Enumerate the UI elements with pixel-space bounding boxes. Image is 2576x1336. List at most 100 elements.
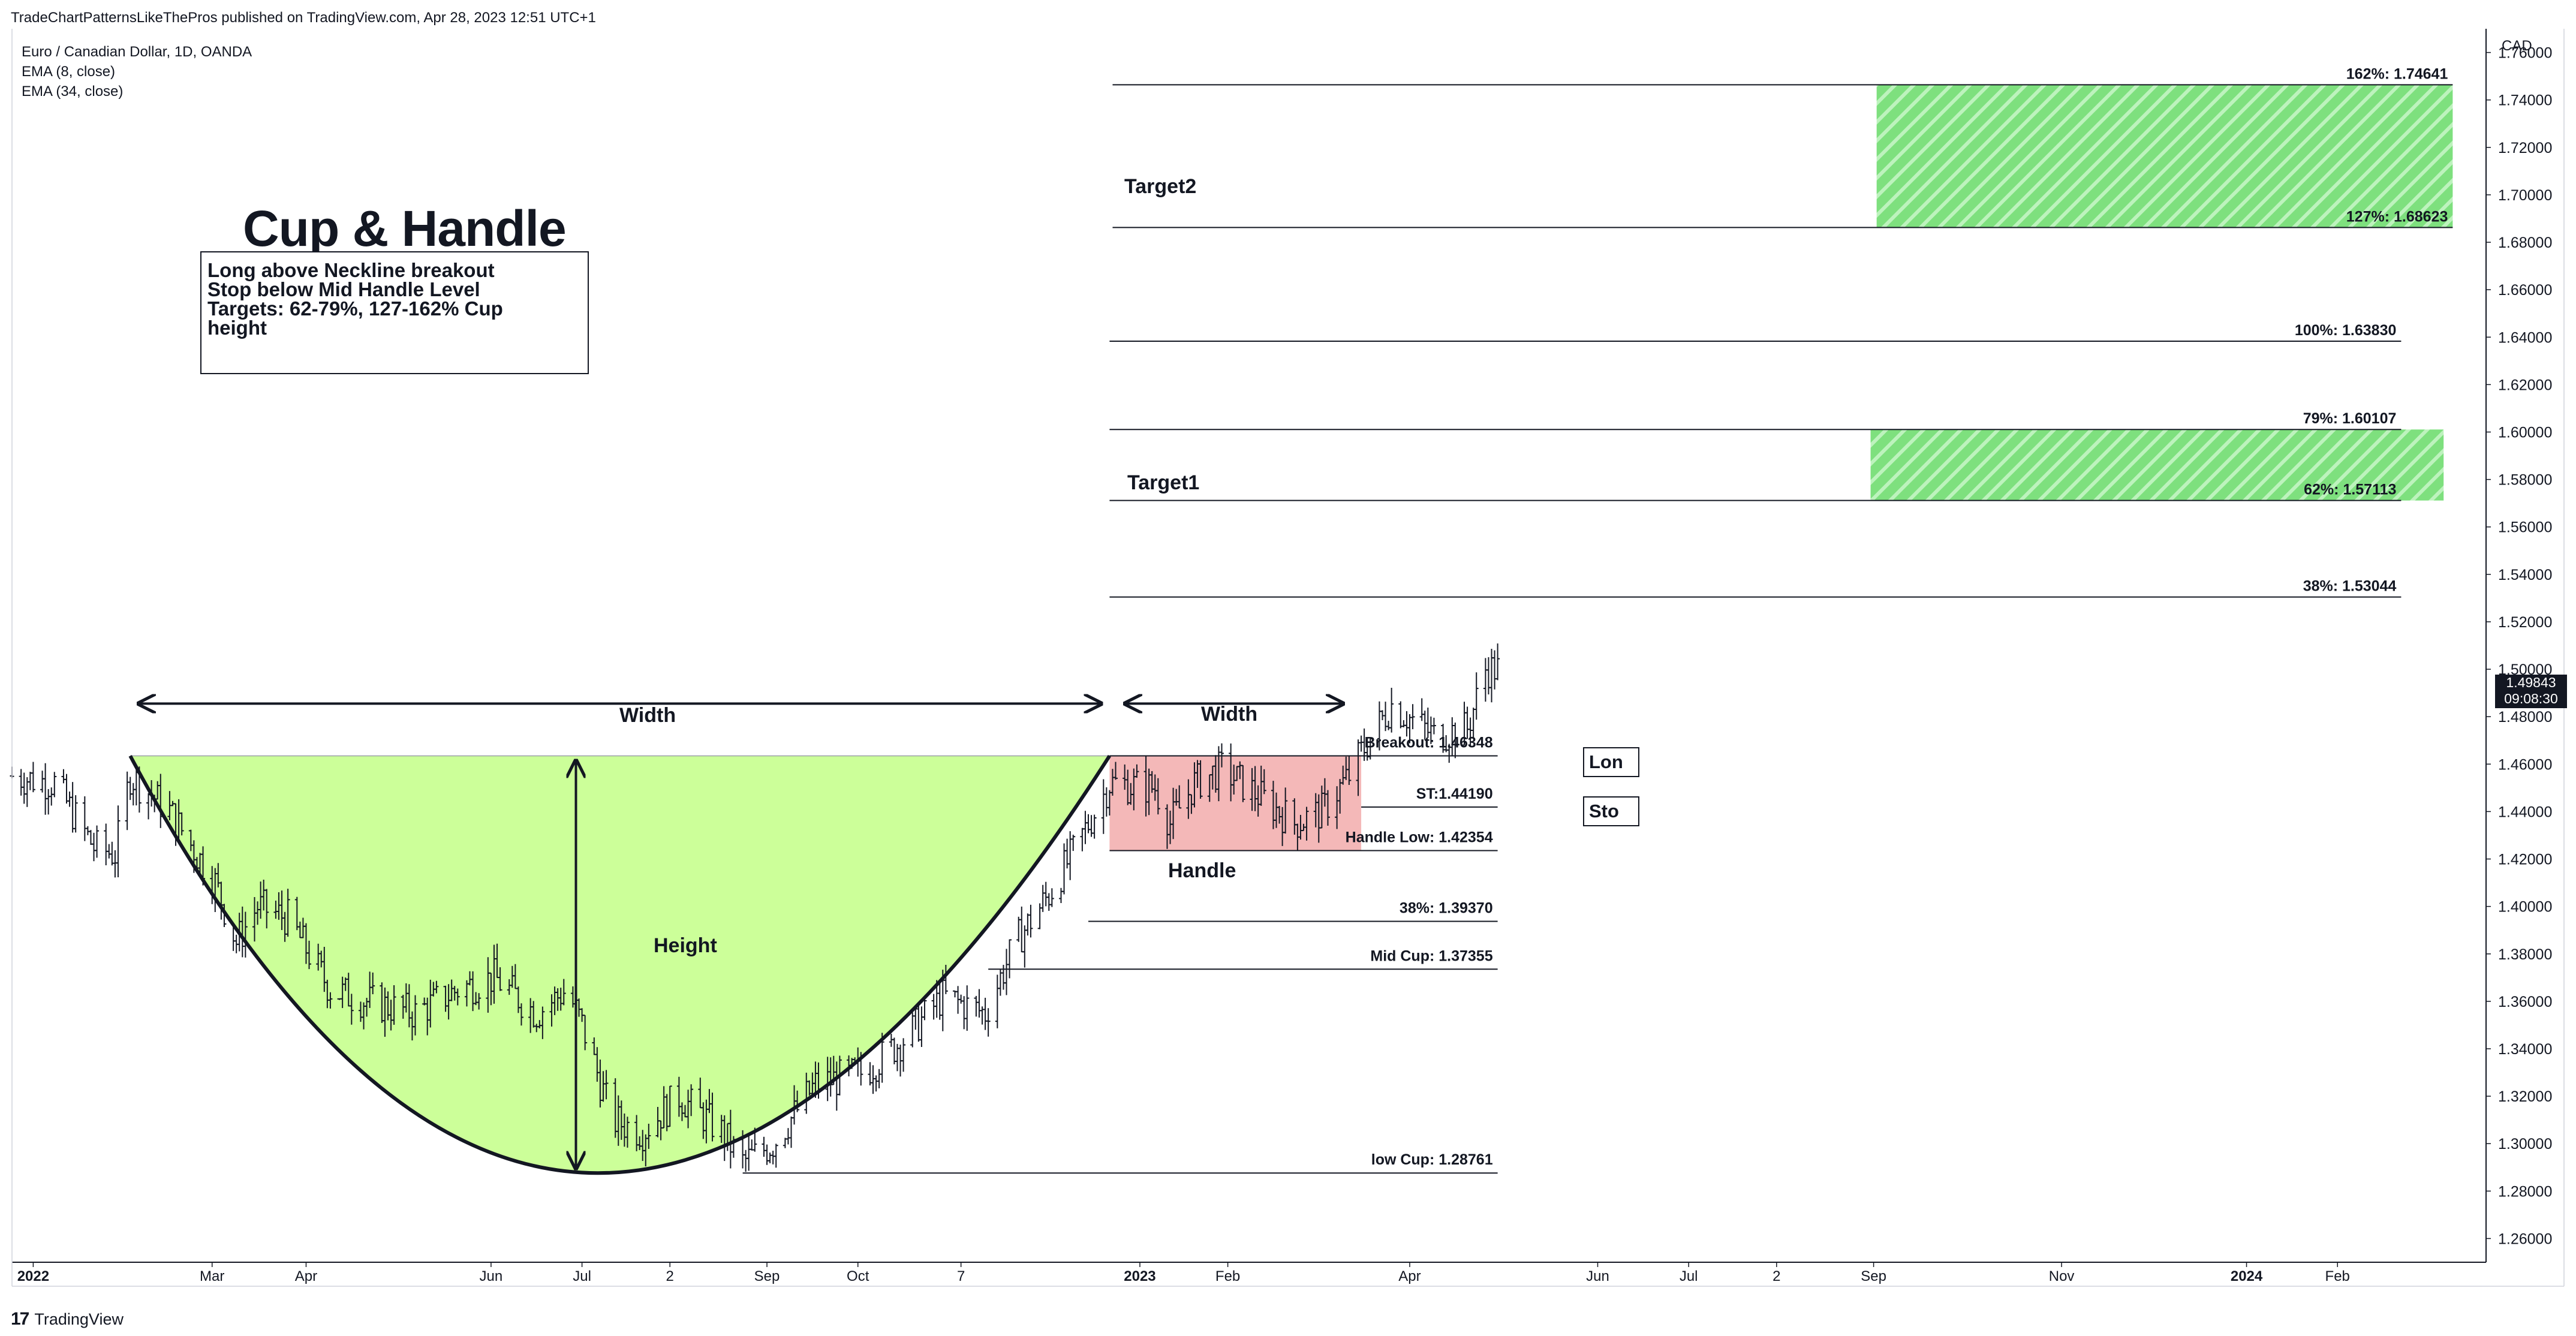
handle-width-label: Width <box>1201 703 1258 726</box>
price-bar-172 <box>744 1150 748 1172</box>
price-bar-347 <box>1486 657 1491 695</box>
price-bar-227 <box>977 989 982 1018</box>
price-bar-10 <box>52 772 57 798</box>
level-label-1: 127%: 1.68623 <box>2346 208 2448 225</box>
level-label-3: 79%: 1.60107 <box>2303 410 2397 427</box>
price-bar-324 <box>1386 721 1391 730</box>
y-tick-label-7: 1.62000 <box>2498 377 2552 393</box>
price-bar-333 <box>1425 708 1430 738</box>
price-bar-50 <box>222 904 227 928</box>
price-bar-242 <box>1040 884 1045 912</box>
indicator-ema-34: EMA (34, close) <box>22 83 124 100</box>
price-bar-252 <box>1083 811 1088 844</box>
price-bar-12 <box>64 774 69 804</box>
price-bar-203 <box>874 1075 878 1092</box>
price-bar-206 <box>889 1033 893 1047</box>
price-bar-231 <box>995 974 1000 1028</box>
price-bar-349 <box>1492 650 1497 690</box>
price-bar-13 <box>67 792 72 807</box>
strategy-note-line-4: height <box>207 317 267 339</box>
last-price-label: 1.49843 09:08:30 <box>2495 675 2567 708</box>
price-bar-120 <box>519 1003 523 1026</box>
price-bar-280 <box>1198 760 1203 799</box>
price-bar-326 <box>1398 701 1403 729</box>
level-label-7: ST:1.44190 <box>1416 786 1493 802</box>
levels-layer: 162%: 1.74641 127%: 1.68623 100%: 1.63830 7… <box>742 65 2453 1174</box>
target2-label: Target2 <box>1124 175 1197 198</box>
price-bar-256 <box>1101 779 1106 834</box>
stop-loss-box[interactable]: Sto <box>1583 796 1639 826</box>
price-bar-27 <box>128 777 133 801</box>
price-bar-130 <box>561 979 566 1006</box>
y-tick-label-16: 1.44000 <box>2498 804 2552 820</box>
x-tick-label-4: Jul <box>573 1268 591 1284</box>
y-tick-label-8: 1.60000 <box>2498 424 2552 441</box>
price-bar-253 <box>1086 814 1091 834</box>
price-bar-31 <box>146 793 151 820</box>
price-bar-202 <box>871 1065 875 1094</box>
price-bar-29 <box>134 768 139 806</box>
price-bar-60 <box>264 889 269 929</box>
price-bar-40 <box>179 812 184 836</box>
cup-width-label: Width <box>619 704 676 727</box>
price-bar-8 <box>46 789 51 815</box>
price-bar-4 <box>28 772 32 790</box>
instrument-title: Euro / Canadian Dollar, 1D, OANDA <box>22 44 252 60</box>
x-tick-label-2: Apr <box>295 1268 317 1284</box>
price-bar-335 <box>1431 717 1436 735</box>
price-bar-150 <box>646 1123 651 1149</box>
x-tick-label-6: Sep <box>754 1268 780 1284</box>
price-bar-234 <box>1004 949 1009 995</box>
price-bar-315 <box>1347 756 1352 785</box>
price-bar-220 <box>943 964 948 994</box>
price-bar-350 <box>1495 643 1500 681</box>
y-tick-label-14: 1.48000 <box>2498 709 2552 726</box>
price-bar-5 <box>31 762 35 793</box>
price-bar-173 <box>747 1135 751 1171</box>
y-tick-label-23: 1.30000 <box>2498 1136 2552 1153</box>
price-bar-317 <box>1359 735 1364 752</box>
price-bar-11 <box>61 769 66 784</box>
price-bar-115 <box>498 967 502 991</box>
cup-height-label: Height <box>654 934 717 957</box>
price-bar-290 <box>1241 765 1245 802</box>
target1-label: Target1 <box>1127 471 1200 494</box>
price-bar-348 <box>1489 648 1494 703</box>
price-bar-344 <box>1471 708 1476 738</box>
bar-countdown: 09:08:30 <box>2504 691 2558 706</box>
price-bar-241 <box>1037 903 1042 929</box>
price-bar-346 <box>1483 658 1488 702</box>
price-bar-160 <box>689 1084 694 1117</box>
price-bar-100 <box>434 980 439 994</box>
level-label-8: Handle Low: 1.42354 <box>1346 829 1493 846</box>
y-tick-label-17: 1.42000 <box>2498 851 2552 868</box>
price-bar-245 <box>1049 888 1054 907</box>
y-tick-label-6: 1.64000 <box>2498 329 2552 346</box>
long-entry-box[interactable]: Lon <box>1583 747 1639 777</box>
price-bar-211 <box>910 1012 915 1048</box>
level-label-4: 62%: 1.57113 <box>2304 482 2396 498</box>
price-bar-65 <box>285 889 290 937</box>
target-zone-1 <box>1870 429 2444 501</box>
strategy-note-line-1: Long above Neckline breakout <box>207 259 495 281</box>
y-tick-label-22: 1.32000 <box>2498 1088 2552 1105</box>
price-bar-239 <box>1025 913 1030 936</box>
price-bar-18 <box>88 830 93 845</box>
price-bar-327 <box>1401 720 1406 727</box>
level-label-0: 162%: 1.74641 <box>2346 65 2448 82</box>
level-label-2: 100%: 1.63830 <box>2295 322 2397 339</box>
indicator-ema-8: EMA (8, close) <box>22 64 116 80</box>
price-bar-145 <box>625 1117 630 1148</box>
y-tick-label-21: 1.34000 <box>2498 1041 2552 1058</box>
strategy-note[interactable]: Long above Neckline breakout Stop below … <box>200 251 589 374</box>
y-tick-label-9: 1.58000 <box>2498 472 2552 489</box>
price-bar-224 <box>962 996 967 1030</box>
x-tick-label-11: Apr <box>1398 1268 1421 1284</box>
price-bar-20 <box>95 825 100 858</box>
y-tick-label-15: 1.46000 <box>2498 756 2552 773</box>
tradingview-logo[interactable]: 17 TradingView <box>11 1309 124 1329</box>
cup-curve-layer <box>128 754 1111 1175</box>
level-label-9: 38%: 1.39370 <box>1400 900 1493 917</box>
